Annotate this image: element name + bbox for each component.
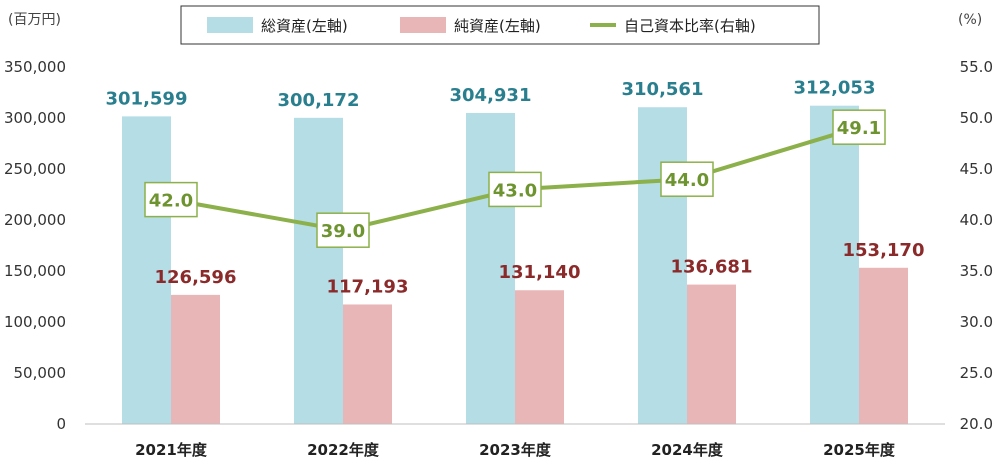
- legend-label: 総資産(左軸): [261, 17, 348, 35]
- net-assets-label: 117,193: [327, 276, 409, 297]
- left-axis-unit: (百万円): [8, 12, 61, 28]
- total-assets-bar: [122, 116, 171, 424]
- ratio-point: 39.0: [316, 212, 370, 248]
- category-label: 2021年度: [135, 441, 208, 459]
- left-tick-label: 0: [56, 415, 66, 433]
- net-assets-bar: [859, 267, 908, 424]
- ratio-point: 42.0: [144, 181, 198, 218]
- total-assets-label: 310,561: [622, 79, 704, 100]
- ratio-label: 42.0: [149, 191, 193, 212]
- right-tick-label: 55.0: [960, 58, 993, 76]
- category-label: 2024年度: [651, 441, 724, 459]
- right-tick-label: 40.0: [960, 211, 993, 229]
- total-assets-label: 300,172: [278, 90, 360, 111]
- ratio-label-box: [488, 171, 542, 208]
- total-assets-label: 304,931: [450, 85, 532, 106]
- total-assets-bar: [294, 117, 343, 425]
- net-assets-label: 136,681: [671, 257, 753, 278]
- right-tick-label: 45.0: [960, 160, 993, 178]
- legend-net-assets: 純資産(左軸): [400, 17, 541, 35]
- right-tick-label: 20.0: [960, 415, 993, 433]
- legend-label: 自己資本比率(右軸): [624, 17, 756, 35]
- ratio-label: 49.1: [837, 118, 881, 139]
- right-axis-ticks: 20.0 25.0 30.0 35.0 40.0 45.0 50.0 55.0: [960, 58, 993, 433]
- total-assets-bar: [466, 112, 515, 424]
- left-tick-label: 300,000: [4, 109, 66, 127]
- category-label: 2023年度: [479, 441, 552, 459]
- ratio-label-box: [660, 161, 714, 197]
- ratio-point: 44.0: [660, 161, 714, 197]
- ratio-label: 39.0: [321, 221, 365, 242]
- ratio-label-box: [832, 109, 886, 145]
- bar-data-labels: 301,599 126,596 300,172 117,193 304,931 131,1…: [106, 78, 925, 298]
- legend-ratio: 自己資本比率(右軸): [590, 17, 756, 35]
- legend-bar-swatch: [400, 17, 446, 33]
- category-label: 2025年度: [823, 441, 896, 459]
- right-tick-label: 25.0: [960, 364, 993, 382]
- net-assets-label: 126,596: [155, 267, 237, 288]
- net-assets-bar: [343, 304, 392, 424]
- legend-box: [180, 5, 820, 45]
- net-assets-bar: [687, 284, 736, 424]
- total-assets-label: 312,053: [794, 78, 876, 99]
- right-axis-unit: (%): [958, 12, 982, 28]
- legend-total-assets: 総資産(左軸): [207, 17, 348, 35]
- net-assets-label: 153,170: [843, 240, 925, 261]
- ratio-label-box: [144, 181, 198, 218]
- left-tick-label: 350,000: [4, 58, 66, 76]
- ratio-label-box: [316, 212, 370, 248]
- right-tick-label: 35.0: [960, 262, 993, 280]
- bar-series: [122, 105, 908, 425]
- category-label: 2022年度: [307, 441, 380, 459]
- total-assets-bar: [638, 107, 687, 424]
- left-tick-label: 250,000: [4, 160, 66, 178]
- chart-legend: 総資産(左軸) 純資産(左軸) 自己資本比率(右軸): [180, 5, 820, 45]
- left-tick-label: 200,000: [4, 211, 66, 229]
- net-assets-bar: [171, 294, 220, 424]
- net-assets-label: 131,140: [499, 262, 581, 283]
- legend-label: 純資産(左軸): [454, 17, 541, 35]
- ratio-line-series: 42.0 39.0 43.0 44.0 49.1: [144, 109, 886, 248]
- ratio-label: 43.0: [493, 180, 537, 201]
- left-tick-label: 50,000: [14, 364, 67, 382]
- left-axis-ticks: 0 50,000 100,000 150,000 200,000 250,000 300,0…: [4, 58, 66, 433]
- ratio-label: 44.0: [665, 170, 709, 191]
- total-assets-bar: [810, 105, 859, 425]
- x-axis-categories: 2021年度 2022年度 2023年度 2024年度 2025年度: [135, 441, 896, 459]
- ratio-point: 49.1: [832, 109, 886, 145]
- left-tick-label: 100,000: [4, 313, 66, 331]
- left-tick-label: 150,000: [4, 262, 66, 280]
- right-tick-label: 50.0: [960, 109, 993, 127]
- ratio-point: 43.0: [488, 171, 542, 208]
- legend-bar-swatch: [207, 17, 253, 33]
- right-tick-label: 30.0: [960, 313, 993, 331]
- total-assets-label: 301,599: [106, 88, 188, 109]
- net-assets-bar: [515, 290, 564, 424]
